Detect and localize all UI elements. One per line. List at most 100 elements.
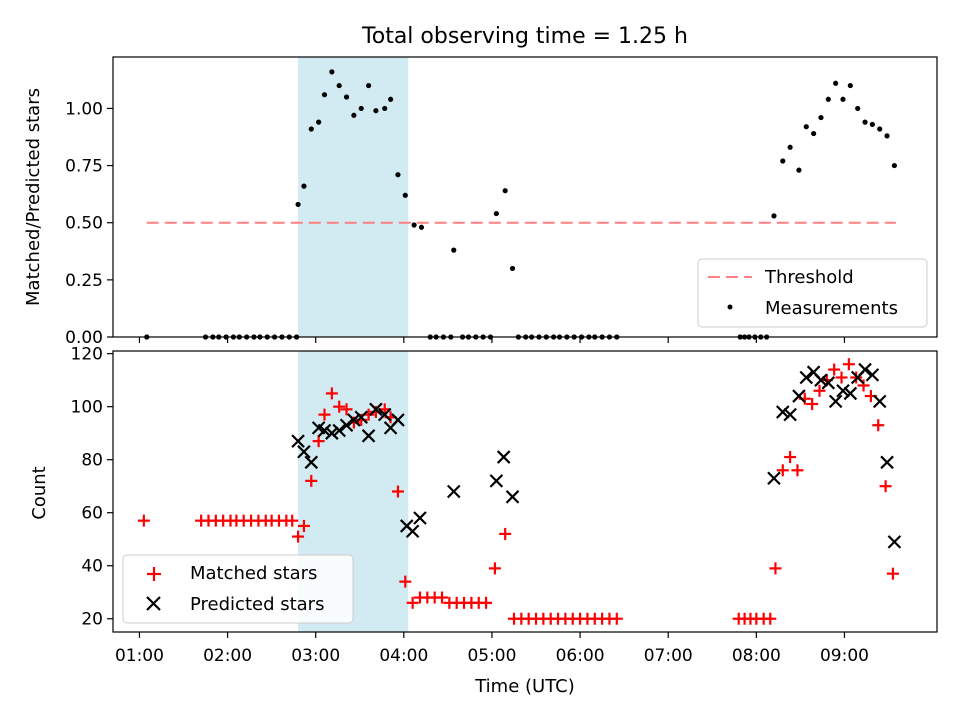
top-y-axis: 0.00 0.25 0.50 0.75 1.00 — [65, 99, 113, 348]
measurement-point — [825, 96, 831, 102]
predicted-star-point — [339, 418, 354, 433]
predicted-star-point — [872, 394, 887, 409]
matched-stars-series — [137, 358, 899, 625]
top-y-axis-label: Matched/Predicted stars — [23, 88, 44, 306]
predicted-star-point — [325, 426, 339, 440]
matched-star-point — [806, 398, 819, 411]
matched-star-point — [305, 474, 318, 487]
predicted-star-point — [391, 413, 405, 427]
y-tick-label: 40 — [81, 557, 103, 577]
measurement-point — [301, 183, 307, 189]
predicted-star-point — [828, 394, 843, 409]
measurement-point — [509, 265, 516, 272]
predicted-star-point — [304, 455, 319, 470]
measurement-point — [418, 224, 425, 230]
matched-star-point — [776, 464, 789, 477]
predicted-star-point — [377, 407, 392, 422]
matched-star-point — [318, 408, 331, 421]
predicted-star-point — [354, 410, 369, 425]
measurements-legend-label: Measurements — [765, 298, 898, 319]
chart-title: Total observing time = 1.25 h — [361, 24, 688, 49]
x-tick-label: 06:00 — [556, 646, 605, 666]
y-tick-label: 1.00 — [65, 99, 103, 119]
measurement-point — [388, 96, 394, 102]
measurement-point — [855, 105, 861, 112]
x-tick-label: 02:00 — [203, 646, 252, 666]
bottom-y-axis: 20 40 60 80 100 120 — [71, 345, 113, 630]
matched-star-point — [835, 371, 848, 384]
predicted-stars-series — [291, 362, 902, 549]
matched-star-point — [480, 596, 493, 609]
measurement-point — [884, 133, 890, 139]
predicted-star-point — [489, 474, 504, 488]
y-tick-label: 120 — [71, 345, 103, 365]
matched-star-point — [764, 612, 777, 625]
measurement-point — [811, 130, 817, 137]
matched-star-point — [292, 530, 305, 543]
matched-star-point — [879, 480, 892, 493]
measurement-point — [382, 105, 388, 112]
bottom-y-axis-label: Count — [29, 466, 50, 519]
predicted-star-point — [369, 402, 383, 417]
matched-star-point — [784, 451, 797, 464]
matched-star-point — [297, 519, 310, 532]
matched-star-point — [436, 591, 449, 604]
measurement-point — [451, 247, 457, 253]
count-panel: 20 40 60 80 100 120 01:00 02:00 03:00 04:00 05:00… — [29, 345, 938, 697]
measurement-point — [343, 94, 350, 100]
measurement-point — [336, 82, 342, 89]
predicted-star-point — [361, 429, 376, 443]
measurement-point — [329, 69, 335, 75]
measurement-point — [818, 114, 824, 121]
measurement-point — [358, 105, 364, 112]
matched-star-point — [488, 562, 501, 575]
predicted-star-point — [505, 490, 520, 504]
measurement-point — [316, 119, 322, 125]
predicted-star-point — [887, 535, 902, 549]
predicted-star-point — [792, 389, 806, 403]
predicted-star-point — [413, 511, 427, 525]
measurement-point — [891, 162, 898, 169]
matched-legend-label: Matched stars — [190, 563, 317, 584]
matched-star-point — [391, 485, 404, 498]
x-tick-label: 05:00 — [467, 646, 516, 666]
top-x-ticks — [138, 337, 846, 343]
matched-star-point — [286, 514, 299, 527]
measurement-point — [796, 167, 802, 173]
measurement-point — [502, 188, 508, 194]
matched-star-point — [137, 514, 150, 527]
predicted-star-point — [836, 383, 850, 398]
top-axes-frame — [112, 56, 938, 338]
bottom-legend: Matched stars Predicted stars — [122, 554, 354, 624]
y-tick-label: 20 — [81, 610, 103, 630]
x-axis-label: Time (UTC) — [474, 676, 575, 697]
matched-star-point — [769, 562, 782, 575]
matched-star-point — [610, 612, 623, 625]
y-tick-label: 0.75 — [65, 157, 103, 177]
measurement-point — [780, 158, 786, 164]
measurement-point — [877, 126, 883, 132]
matched-star-point — [886, 567, 899, 580]
x-axis: 01:00 02:00 03:00 04:00 05:00 06:00 07:00 08:00… — [115, 632, 869, 666]
matched-star-point — [406, 596, 419, 609]
y-tick-label: 0.00 — [65, 328, 103, 348]
measurement-point — [402, 192, 408, 198]
measurement-point — [840, 96, 846, 102]
x-tick-label: 07:00 — [644, 646, 693, 666]
matched-star-point — [399, 575, 412, 588]
y-tick-label: 0.50 — [65, 214, 103, 234]
predicted-star-point — [297, 444, 311, 459]
legend-box — [122, 554, 354, 624]
measurement-point — [862, 119, 868, 125]
measurement-point — [847, 82, 853, 89]
predicted-star-point — [858, 362, 872, 377]
predicted-star-point — [843, 386, 858, 401]
measurement-point — [411, 222, 417, 228]
measurement-point — [373, 108, 379, 114]
matched-star-point — [333, 400, 346, 413]
measurement-point — [493, 210, 499, 217]
threshold-legend-label: Threshold — [764, 267, 854, 288]
measurement-point — [351, 112, 357, 118]
predicted-star-point — [317, 423, 332, 438]
